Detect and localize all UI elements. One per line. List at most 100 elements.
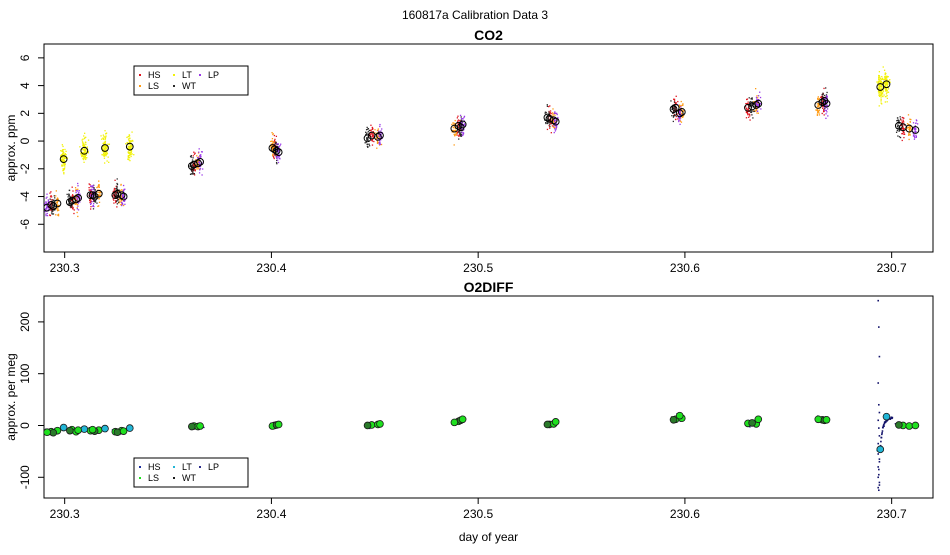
o2-spike <box>877 299 894 492</box>
raw-sample-dot <box>550 119 552 121</box>
raw-sample-dot <box>914 129 917 131</box>
raw-sample-dot <box>61 154 63 156</box>
raw-sample-dot <box>113 202 115 204</box>
raw-sample-dot <box>900 124 902 126</box>
raw-sample-dot <box>70 204 73 207</box>
raw-sample-dot <box>461 121 464 123</box>
raw-sample-dot <box>883 82 885 85</box>
raw-sample-dot <box>108 161 110 163</box>
raw-sample-dot <box>103 154 105 156</box>
raw-sample-dot <box>550 132 552 134</box>
raw-sample-dot <box>751 97 753 99</box>
mean-marker-wt <box>363 421 372 430</box>
raw-sample-dot <box>367 139 369 141</box>
raw-sample-dot <box>755 98 758 100</box>
raw-sample-dot <box>197 157 199 159</box>
raw-sample-dot <box>457 123 459 125</box>
raw-sample-dot <box>754 87 757 90</box>
raw-sample-dot <box>365 131 367 133</box>
raw-sample-dot <box>879 76 881 78</box>
spike-dot <box>877 382 880 384</box>
raw-sample-dot <box>116 206 118 208</box>
raw-sample-dot <box>48 202 50 204</box>
raw-sample-dot <box>83 137 86 140</box>
raw-sample-dot <box>105 155 107 157</box>
raw-sample-dot <box>63 171 65 174</box>
raw-sample-dot <box>682 110 684 112</box>
raw-sample-dot <box>376 140 379 143</box>
raw-sample-dot <box>190 167 193 169</box>
mean-marker-wt <box>748 102 756 111</box>
raw-sample-dot <box>102 134 104 136</box>
raw-sample-dot <box>272 146 274 148</box>
mean-marker-wt <box>187 162 196 170</box>
raw-sample-dot <box>908 127 911 129</box>
raw-sample-dot <box>887 82 889 84</box>
raw-sample-dot <box>121 189 123 191</box>
raw-sample-dot <box>371 126 373 129</box>
chart-title: O2DIFF <box>464 279 514 295</box>
raw-sample-dot <box>365 137 368 139</box>
raw-sample-dot <box>553 116 555 119</box>
raw-sample-dot <box>825 100 828 102</box>
raw-sample-dot <box>276 159 278 162</box>
raw-sample-dot <box>122 196 124 199</box>
raw-sample-dot <box>882 66 884 68</box>
raw-sample-dot <box>275 154 277 156</box>
y-tick-label: 6 <box>18 54 32 61</box>
raw-sample-dot <box>81 151 84 154</box>
raw-sample-dot <box>826 108 829 110</box>
raw-sample-dot <box>378 135 381 137</box>
raw-sample-dot <box>72 206 74 209</box>
raw-sample-dot <box>189 173 192 176</box>
raw-sample-dot <box>85 149 87 152</box>
raw-sample-dot <box>903 133 906 135</box>
raw-sample-dot <box>877 87 880 89</box>
raw-sample-dot <box>876 81 878 83</box>
raw-sample-dot <box>745 107 748 109</box>
raw-sample-dot <box>460 116 462 118</box>
raw-sample-dot <box>192 166 194 168</box>
raw-sample-dot <box>128 156 130 159</box>
raw-sample-dot <box>121 202 124 205</box>
raw-sample-dot <box>675 115 677 118</box>
raw-sample-dot <box>71 196 73 198</box>
raw-sample-dot <box>366 137 368 140</box>
raw-sample-dot <box>821 101 823 103</box>
raw-sample-dot <box>751 98 753 100</box>
raw-sample-dot <box>549 127 551 129</box>
raw-sample-dot <box>272 147 274 150</box>
raw-sample-dot <box>45 201 47 203</box>
mean-marker-hs <box>86 191 95 200</box>
raw-sample-dot <box>127 152 130 154</box>
raw-sample-dot <box>884 76 886 78</box>
raw-sample-dot <box>915 119 918 121</box>
raw-sample-dot <box>749 110 751 112</box>
raw-sample-dot <box>751 103 753 105</box>
raw-sample-dot <box>76 207 78 209</box>
raw-sample-dot <box>195 163 197 166</box>
raw-sample-dot <box>821 100 824 102</box>
raw-sample-dot <box>56 201 58 203</box>
raw-sample-dot <box>130 153 132 155</box>
raw-sample-dot <box>191 172 194 174</box>
raw-sample-dot <box>85 136 87 138</box>
raw-sample-dot <box>822 99 825 101</box>
raw-sample-dot <box>122 194 124 196</box>
raw-sample-dot <box>199 154 201 157</box>
raw-sample-dot <box>881 93 883 96</box>
mean-marker-wt <box>272 146 281 155</box>
raw-sample-dot <box>49 198 51 200</box>
raw-sample-dot <box>82 158 84 160</box>
raw-sample-dot <box>130 151 132 153</box>
raw-sample-dot <box>673 98 675 100</box>
mean-marker-lt <box>882 80 891 89</box>
raw-sample-dot <box>460 135 463 137</box>
raw-sample-dot <box>74 203 76 205</box>
raw-sample-dot <box>129 141 131 143</box>
raw-sample-dot <box>825 98 827 100</box>
y-tick-label: 100 <box>18 363 32 383</box>
raw-sample-dot <box>54 207 56 209</box>
mean-marker-hs <box>545 114 554 123</box>
